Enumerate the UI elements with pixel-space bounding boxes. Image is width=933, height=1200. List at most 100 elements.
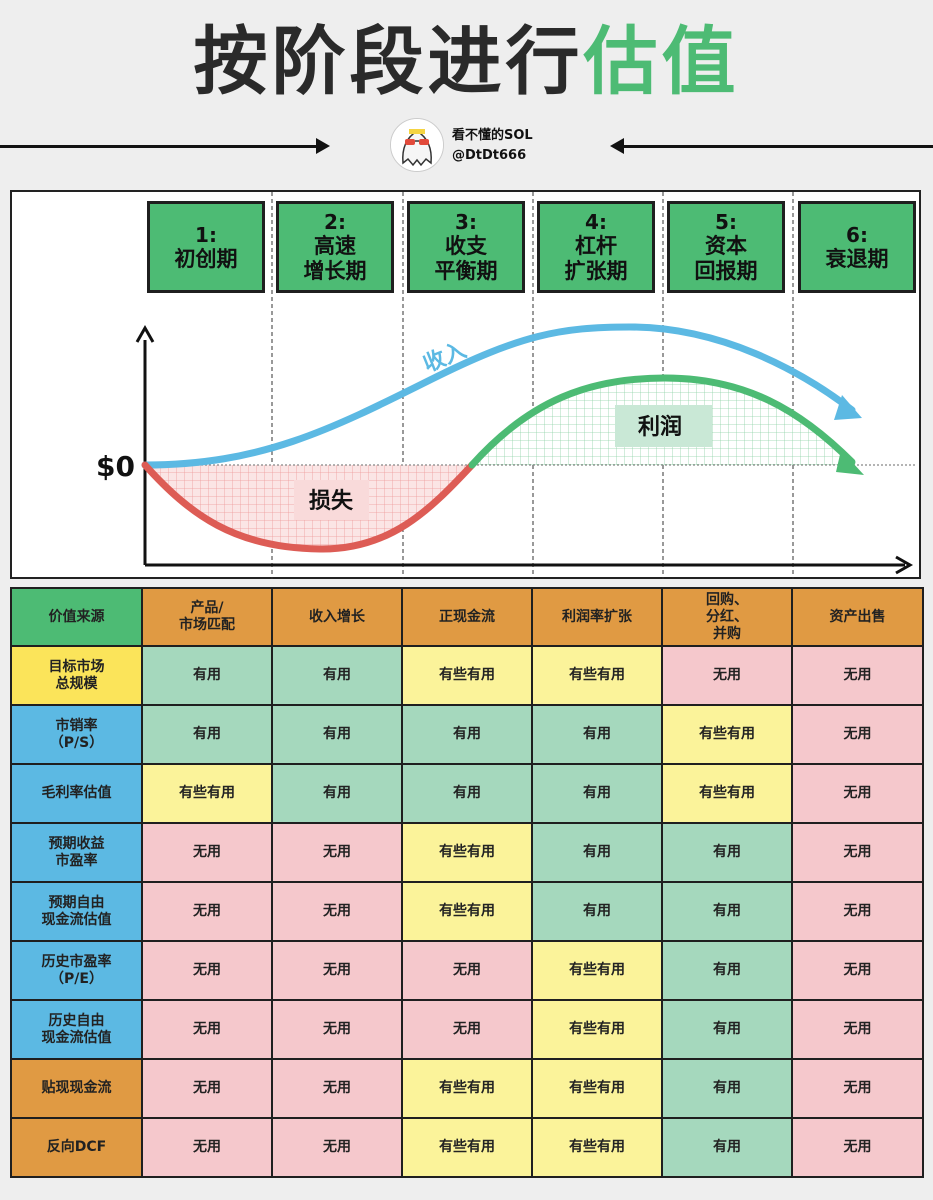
table-row: 历史市盈率 （P/E） 无用 无用 无用 有些有用 有用 无用 [10,940,924,1001]
rating-cell: 无用 [271,881,403,942]
rating-cell: 有用 [141,704,273,765]
rating-cell: 有些有用 [531,1117,663,1178]
row-label-cell: 反向DCF [10,1117,143,1178]
rating-cell: 无用 [661,645,793,706]
rating-cell: 无用 [791,940,924,1001]
rating-cell: 有些有用 [401,822,533,883]
rating-cell: 有些有用 [531,645,663,706]
rating-cell: 有用 [661,999,793,1060]
stage-number: 2: [324,210,346,234]
header-cell: 回购、 分红、 并购 [661,587,793,647]
rating-cell: 无用 [791,1117,924,1178]
stage-number: 5: [715,210,737,234]
table-header-row: 价值来源 产品/ 市场匹配 收入增长 正现金流 利润率扩张 回购、 分红、 并购 资产出售 [10,587,924,647]
x-axis-arrow-icon [895,555,914,575]
rating-cell: 无用 [141,822,273,883]
table-row: 毛利率估值 有些有用 有用 有用 有用 有些有用 无用 [10,763,924,824]
rating-cell: 无用 [271,1058,403,1119]
stage-name: 衰退期 [825,246,889,271]
stage-box-4: 4: 杠杆 扩张期 [537,201,655,293]
rating-cell: 有些有用 [401,1117,533,1178]
rating-cell: 有些有用 [401,881,533,942]
rating-cell: 有些有用 [531,1058,663,1119]
rating-cell: 有用 [531,822,663,883]
rating-cell: 有些有用 [401,645,533,706]
table-row: 历史自由 现金流估值 无用 无用 无用 有些有用 有用 无用 [10,999,924,1060]
right-arrow-line [622,145,933,148]
header-cell: 资产出售 [791,587,924,647]
rating-cell: 无用 [791,999,924,1060]
row-label-cell: 历史市盈率 （P/E） [10,940,143,1001]
stage-name: 杠杆 扩张期 [564,234,628,283]
stage-number: 3: [455,210,477,234]
rating-cell: 有些有用 [531,940,663,1001]
rating-cell: 有用 [271,645,403,706]
rating-cell: 无用 [401,999,533,1060]
rating-cell: 无用 [141,940,273,1001]
author-info: 看不懂的SOL @DtDt666 [452,126,533,166]
row-label-cell: 市销率 （P/S） [10,704,143,765]
stage-name: 初创期 [174,246,238,271]
rating-cell: 有用 [661,1058,793,1119]
rating-cell: 有些有用 [401,1058,533,1119]
loss-curve [141,461,476,553]
stage-box-6: 6: 衰退期 [798,201,916,293]
rating-cell: 无用 [141,999,273,1060]
stage-box-5: 5: 资本 回报期 [667,201,785,293]
rating-cell: 有用 [271,704,403,765]
rating-cell: 有用 [531,763,663,824]
stage-number: 4: [585,210,607,234]
title-part1: 按阶段进行 [193,19,584,105]
revenue-curve [141,323,856,469]
rating-cell: 无用 [791,1058,924,1119]
table-row: 预期自由 现金流估值 无用 无用 有些有用 有用 有用 无用 [10,881,924,942]
author-handle: @DtDt666 [452,148,527,163]
profit-label: 利润 [638,414,682,440]
rating-cell: 有些有用 [661,763,793,824]
rating-cell: 无用 [271,999,403,1060]
rating-cell: 无用 [401,940,533,1001]
table-row: 市销率 （P/S） 有用 有用 有用 有用 有些有用 无用 [10,704,924,765]
right-pointing-arrow-icon [316,138,330,154]
left-arrow-line [0,145,318,148]
page-title: 按阶段进行估值 [0,14,933,110]
rating-cell: 有用 [531,704,663,765]
ghost-avatar-icon [391,119,443,171]
table-row: 贴现现金流 无用 无用 有些有用 有些有用 有用 无用 [10,1058,924,1119]
header-cell: 收入增长 [271,587,403,647]
profit-curve [468,374,856,469]
rating-cell: 有些有用 [531,999,663,1060]
rating-cell: 无用 [791,645,924,706]
rating-cell: 无用 [271,1117,403,1178]
row-label-cell: 毛利率估值 [10,763,143,824]
header-cell: 产品/ 市场匹配 [141,587,273,647]
table-row: 预期收益 市盈率 无用 无用 有些有用 有用 有用 无用 [10,822,924,883]
rating-cell: 无用 [141,1117,273,1178]
author-name: 看不懂的SOL [452,128,533,143]
valuation-table: 价值来源 产品/ 市场匹配 收入增长 正现金流 利润率扩张 回购、 分红、 并购 资产出售目… [10,587,924,1178]
stage-number: 1: [195,222,217,247]
stage-box-2: 2: 高速 增长期 [276,201,394,293]
row-label-cell: 预期自由 现金流估值 [10,881,143,942]
row-label-cell: 预期收益 市盈率 [10,822,143,883]
stage-name: 收支 平衡期 [434,234,498,283]
row-label-cell: 贴现现金流 [10,1058,143,1119]
rating-cell: 无用 [141,881,273,942]
rating-cell: 无用 [791,822,924,883]
rating-cell: 有用 [661,881,793,942]
table-row: 目标市场 总规模 有用 有用 有些有用 有些有用 无用 无用 [10,645,924,706]
stage-box-3: 3: 收支 平衡期 [407,201,525,293]
rating-cell: 无用 [141,1058,273,1119]
header-cell: 利润率扩张 [531,587,663,647]
lifecycle-curve-chart: $0 收入 利润 损失 [96,192,915,579]
row-label-cell: 历史自由 现金流估值 [10,999,143,1060]
row-label-cell: 目标市场 总规模 [10,645,143,706]
table-row: 反向DCF 无用 无用 有些有用 有些有用 有用 无用 [10,1117,924,1178]
stage-number: 6: [846,222,868,247]
rating-cell: 有些有用 [141,763,273,824]
profit-arrow-icon [836,450,864,475]
rating-cell: 无用 [791,704,924,765]
stage-name: 资本 回报期 [694,234,758,283]
rating-cell: 无用 [271,822,403,883]
rating-cell: 有些有用 [661,704,793,765]
